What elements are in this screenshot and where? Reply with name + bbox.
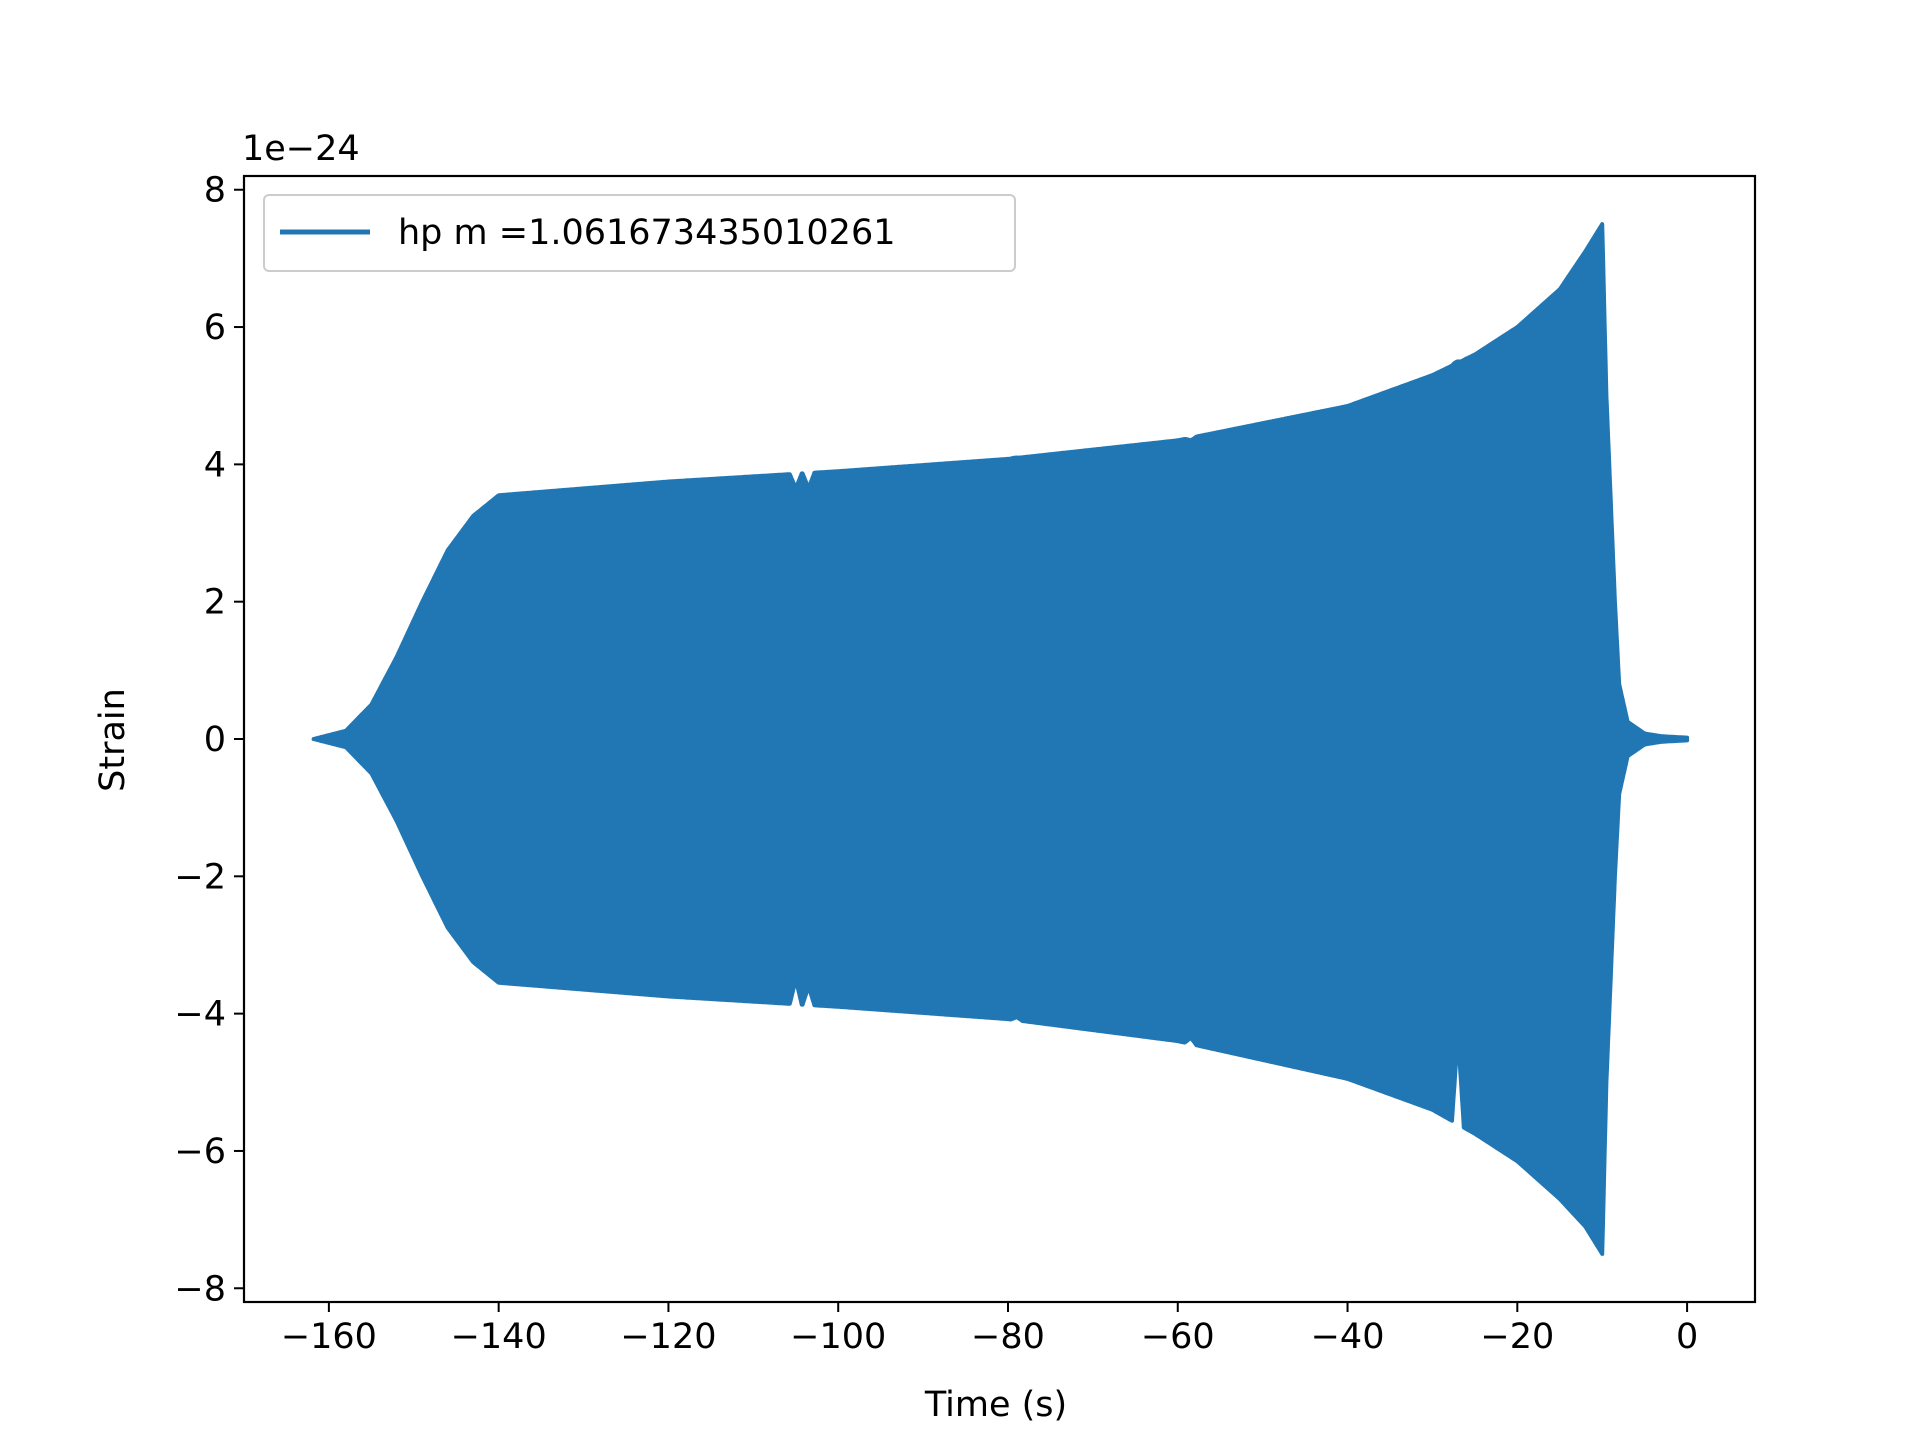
- y-tick-label: −8: [174, 1269, 226, 1309]
- x-tick-label: −20: [1480, 1317, 1554, 1357]
- legend-label: hp m =1.061673435010261: [398, 213, 896, 253]
- x-tick-label: −100: [790, 1317, 886, 1357]
- y-tick-label: −6: [174, 1132, 226, 1172]
- legend: hp m =1.061673435010261: [263, 194, 1016, 272]
- y-tick-label: 0: [204, 720, 226, 760]
- x-tick-label: −140: [451, 1317, 547, 1357]
- offset-label: 1e−24: [242, 129, 360, 169]
- x-tick-label: −40: [1311, 1317, 1385, 1357]
- x-tick-label: 0: [1676, 1317, 1698, 1357]
- y-tick-label: 4: [204, 445, 226, 485]
- y-tick-label: −2: [174, 857, 226, 897]
- legend-box: [263, 194, 1016, 272]
- plot-area: [311, 222, 1690, 1256]
- axes: −160 −140 −120 −100 −80 −60 −40 −20 0−8−6−4−2024…: [174, 171, 1757, 1357]
- x-tick-label: −120: [620, 1317, 716, 1357]
- series-envelope: [311, 222, 1690, 1256]
- y-tick-label: 8: [204, 171, 226, 211]
- y-axis-label: Strain: [93, 688, 133, 792]
- y-tick-label: 2: [204, 583, 226, 623]
- x-tick-label: −60: [1141, 1317, 1215, 1357]
- y-tick-label: 6: [204, 308, 226, 348]
- x-axis-label: Time (s): [924, 1385, 1067, 1425]
- x-tick-label: −160: [281, 1317, 377, 1357]
- x-tick-label: −80: [971, 1317, 1045, 1357]
- y-tick-label: −4: [174, 995, 226, 1035]
